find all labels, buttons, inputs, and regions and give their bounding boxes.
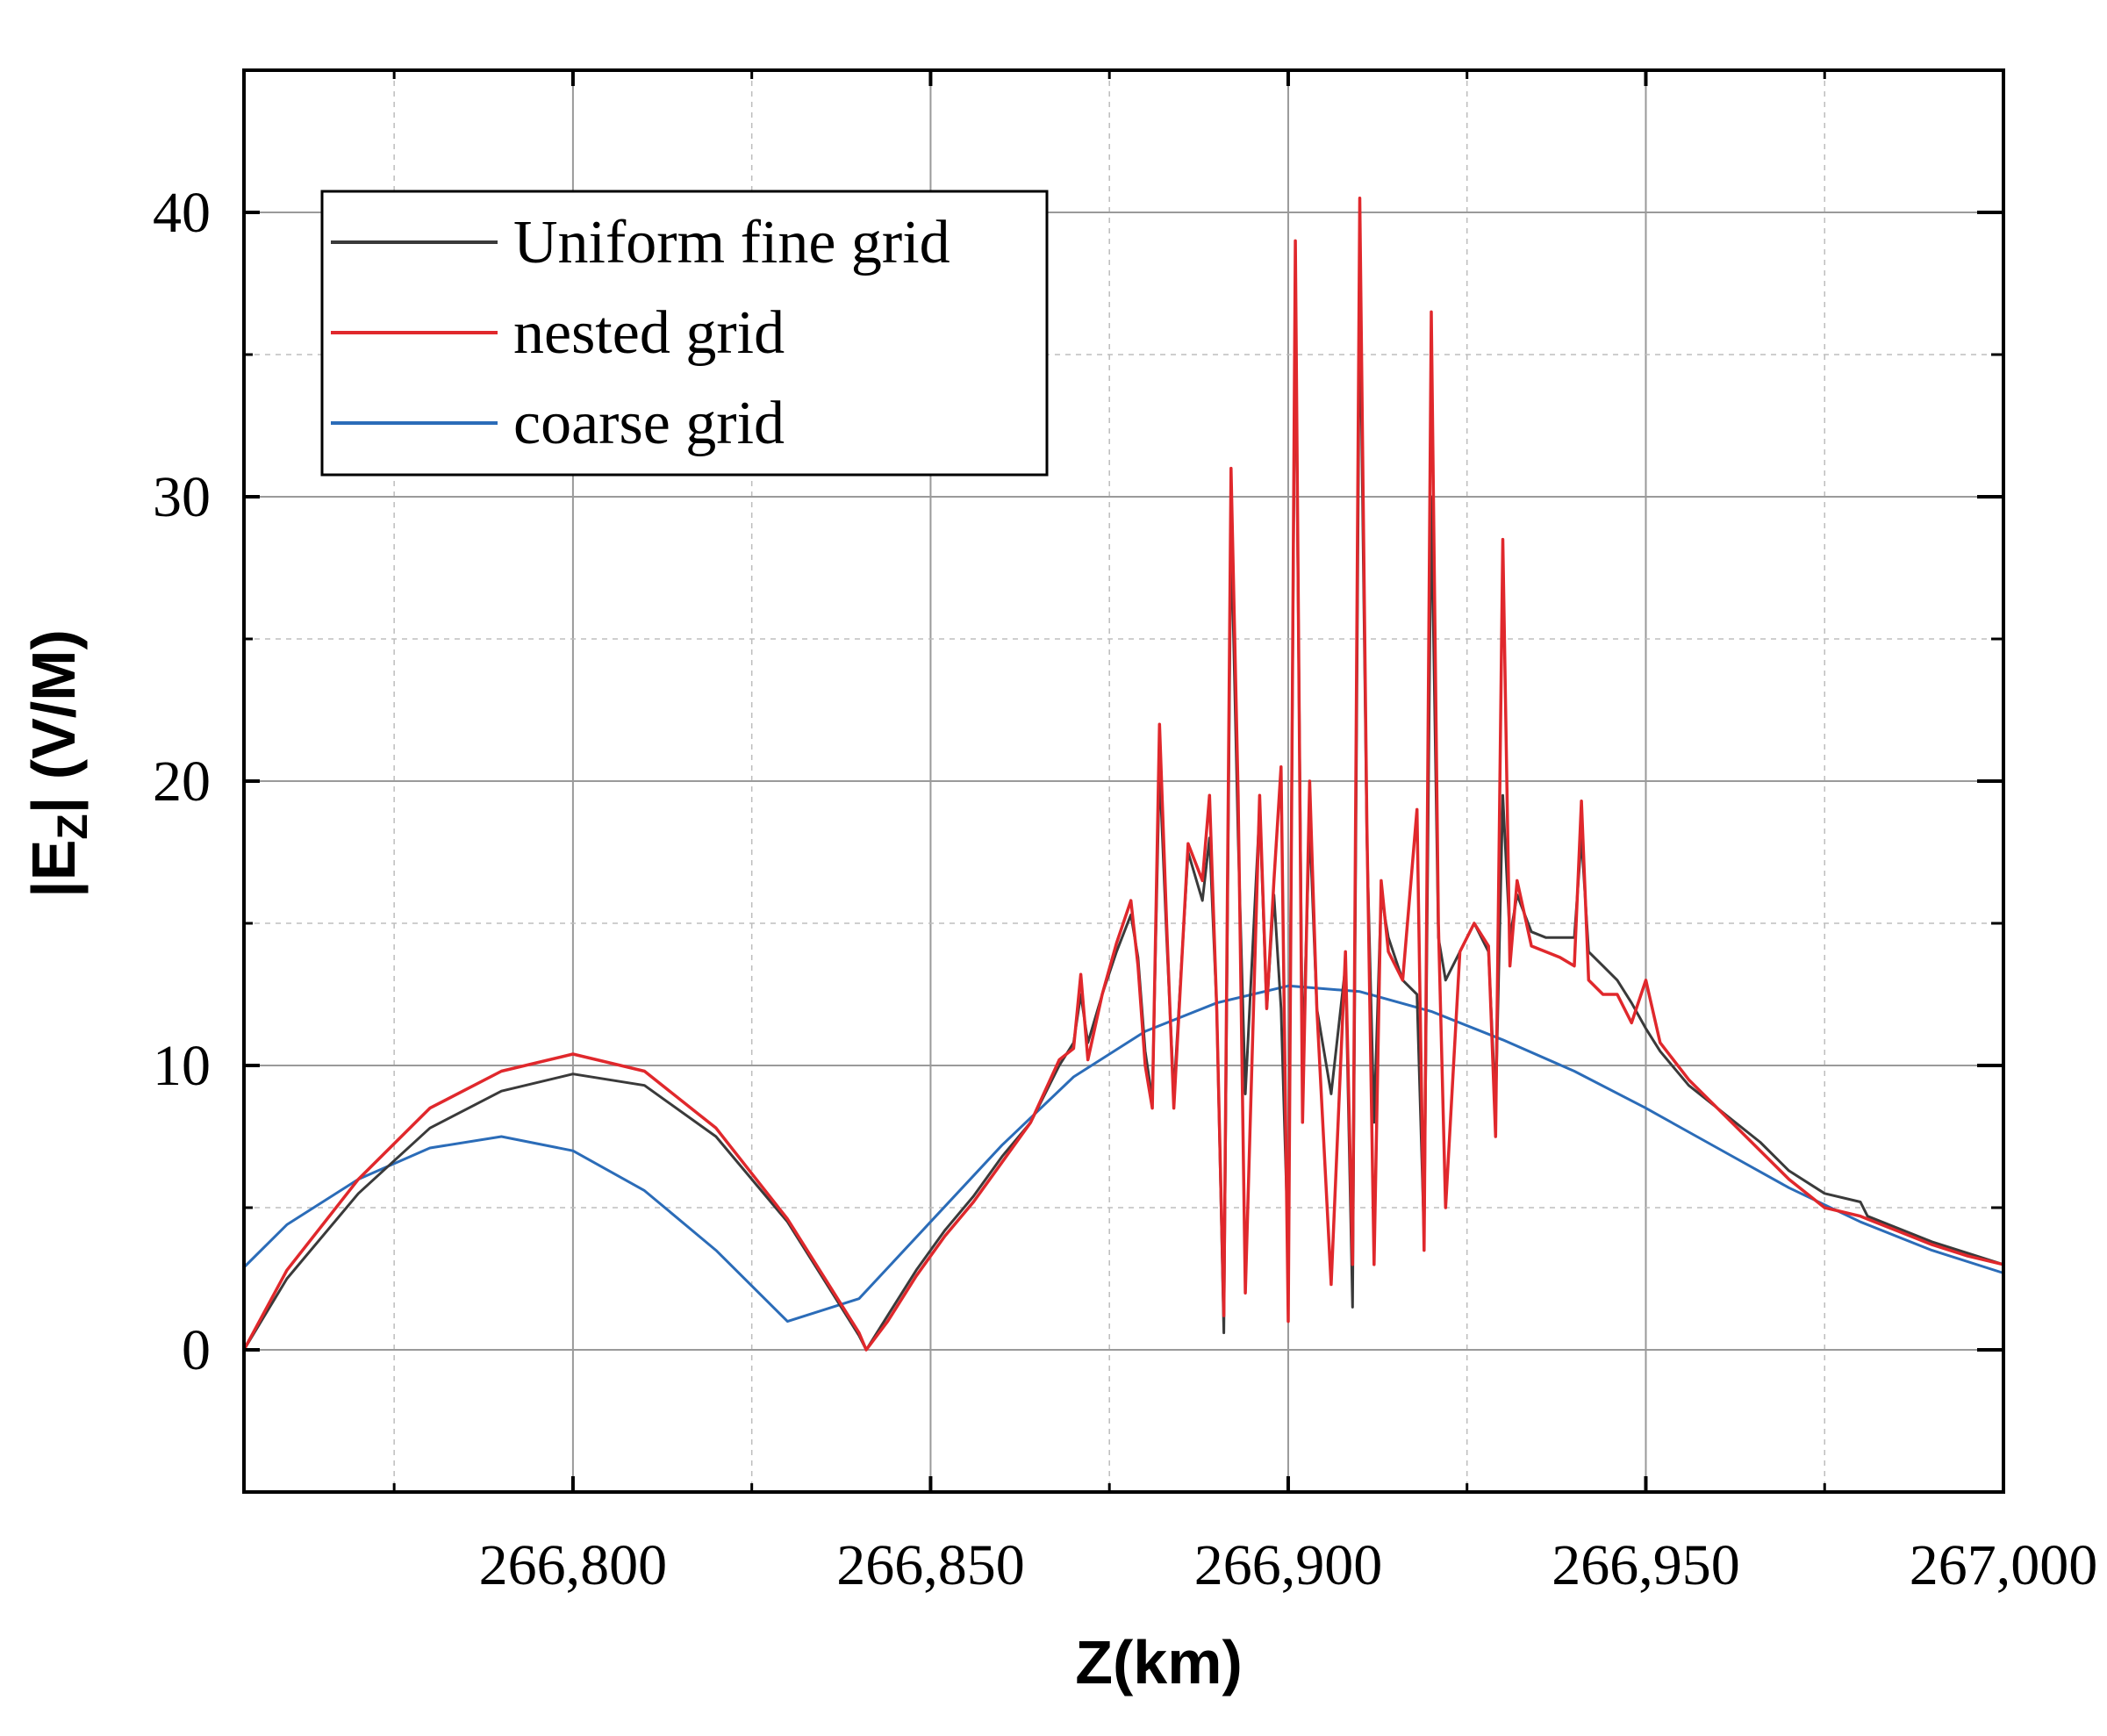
axis-ticks [244,70,2005,1492]
y-axis-title-open: |E [19,840,89,898]
plot-series [242,197,2004,1352]
legend-label: nested grid [513,299,785,367]
x-tick-label: 267,000 [1910,1533,2098,1597]
y-tick-label: 40 [153,181,211,245]
x-tick-label: 266,800 [479,1533,668,1597]
legend-label: Uniform fine grid [513,209,950,276]
y-tick-label: 30 [153,465,211,529]
y-axis-title: |EZ| (V/M) [19,629,97,898]
y-tick-label: 10 [153,1034,211,1098]
axis-tick-labels: 266,800 266,850 266,900 266,950 267,000 0 10 20… [153,181,2097,1597]
y-tick-label: 20 [153,750,211,814]
x-tick-label: 266,900 [1194,1533,1383,1597]
y-tick-label: 0 [182,1318,211,1382]
legend: Uniform fine grid nested grid coarse grid [320,190,1049,477]
x-axis-title: Z(km) [1075,1628,1243,1697]
y-axis-title-close: | (V/M) [19,629,89,814]
y-axis-title-subscript: Z [50,814,97,839]
x-tick-label: 266,950 [1552,1533,1740,1597]
legend-label: coarse grid [513,390,785,457]
series-line-coarse-grid [242,984,2004,1324]
x-tick-label: 266,850 [836,1533,1025,1597]
series-line-nested-grid [242,197,2004,1352]
